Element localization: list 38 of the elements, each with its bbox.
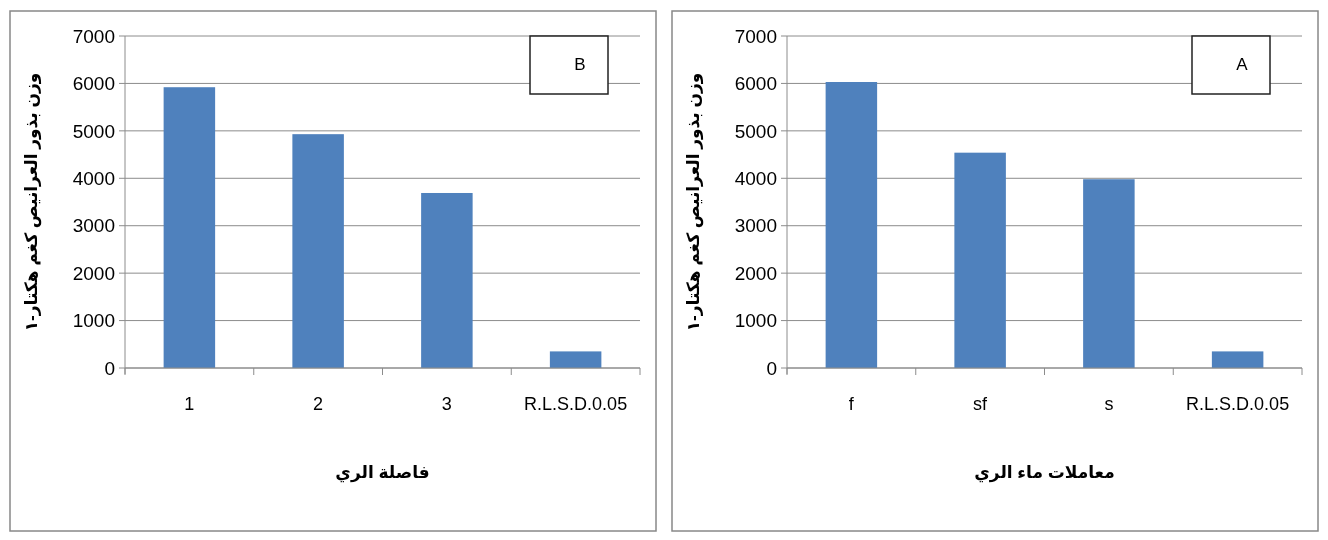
- annotation: A: [1236, 54, 1249, 74]
- y-tick-label: 1000: [734, 310, 777, 332]
- annotation: B: [574, 54, 586, 74]
- x-axis-title: فاصلة الري: [335, 463, 430, 483]
- y-tick-label: 0: [766, 357, 777, 379]
- x-tick-label: f: [848, 394, 855, 414]
- bar: [954, 152, 1006, 368]
- y-tick-label: 5000: [72, 120, 115, 142]
- bar: [549, 351, 602, 368]
- x-tick-label: R.L.S.D.0.05: [1186, 394, 1290, 414]
- x-tick-label: s: [1104, 394, 1114, 414]
- bar: [292, 134, 344, 368]
- y-tick-label: 0: [104, 357, 115, 379]
- y-axis-title: وزن بذور العرانيص كغم هكتار-١: [684, 72, 704, 332]
- x-tick-label: 3: [441, 394, 452, 414]
- y-tick-label: 6000: [734, 73, 777, 95]
- y-tick-label: 7000: [72, 25, 115, 47]
- y-tick-label: 4000: [734, 167, 777, 189]
- bar: [825, 82, 878, 368]
- y-tick-label: 5000: [734, 120, 777, 142]
- y-tick-label: 6000: [72, 73, 115, 95]
- y-axis-title: وزن بذور العرانيص كغم هكتار-١: [22, 72, 42, 332]
- y-tick-label: 4000: [72, 167, 115, 189]
- bar: [1211, 351, 1264, 368]
- y-tick-label: 1000: [72, 310, 115, 332]
- x-tick-label: sf: [973, 394, 989, 414]
- y-tick-label: 2000: [72, 262, 115, 284]
- y-tick-label: 2000: [734, 262, 777, 284]
- bar: [163, 87, 216, 368]
- y-tick-label: 3000: [734, 215, 777, 237]
- x-tick-label: 2: [313, 394, 324, 414]
- bar: [421, 192, 473, 368]
- y-tick-label: 3000: [72, 215, 115, 237]
- y-tick-label: 7000: [734, 25, 777, 47]
- bar: [1083, 179, 1135, 368]
- x-tick-label: 1: [184, 394, 195, 414]
- x-axis-title: معاملات ماء الري: [974, 463, 1115, 483]
- x-tick-label: R.L.S.D.0.05: [524, 394, 628, 414]
